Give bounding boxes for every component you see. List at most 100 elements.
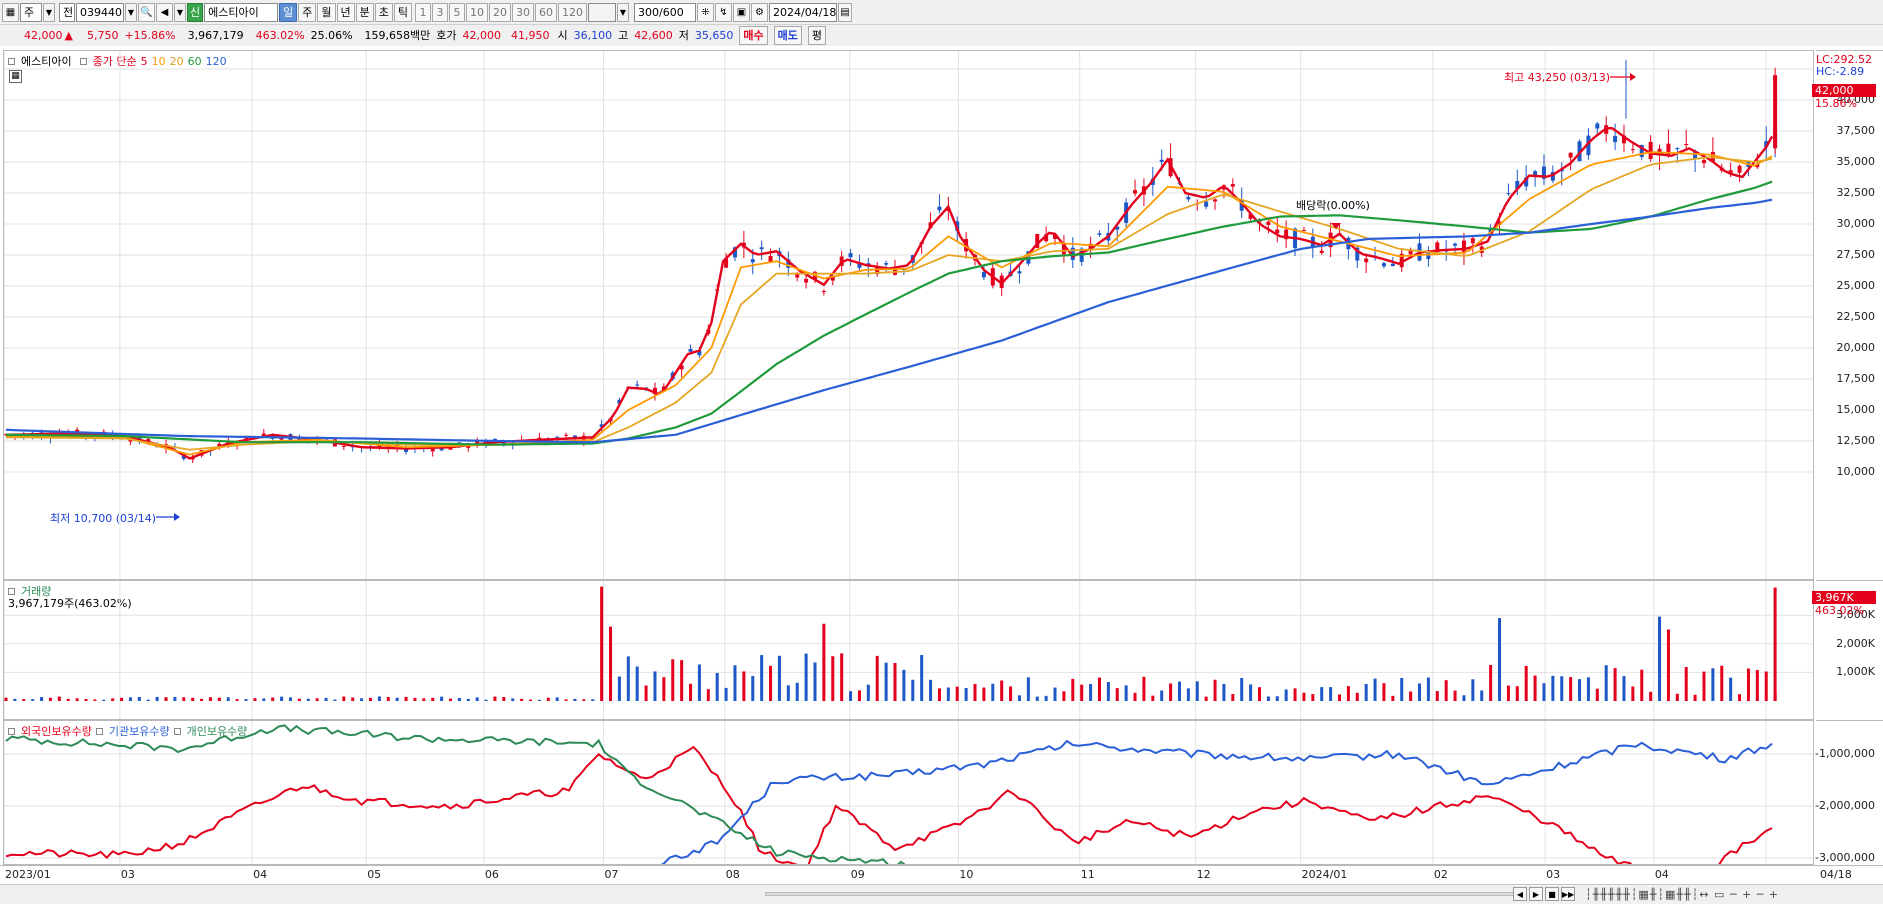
volume-bar [537, 699, 541, 701]
volume-bar [511, 698, 515, 701]
stop-icon[interactable]: ■ [1545, 887, 1559, 901]
stock-name-field[interactable]: 에스티아이 [204, 2, 279, 22]
period-dropdown-icon[interactable]: ▼ [43, 2, 55, 22]
volume-bar [244, 699, 248, 701]
horizontal-scrollbar[interactable] [765, 892, 1515, 896]
candle-body [1115, 226, 1120, 230]
period-button-tick[interactable]: 틱 [393, 2, 412, 22]
volume-bar [1755, 670, 1759, 701]
speaker-icon[interactable]: ◀ [156, 2, 173, 22]
interval-input[interactable] [588, 2, 616, 22]
period-button-second[interactable]: 초 [374, 2, 393, 22]
price-chart-pane[interactable]: 에스티아이 종가 단순 5 10 20 60 120 ▦ 최고 43, [3, 50, 1814, 580]
candle-body [1053, 234, 1058, 239]
date-field[interactable]: 2024/04/18 [769, 2, 837, 22]
interval-button-20[interactable]: 20 [489, 2, 511, 22]
candle-body [937, 206, 942, 211]
volume-bar [1284, 689, 1288, 701]
candle-body [1159, 159, 1164, 162]
candle-body [1470, 238, 1475, 244]
candle-body [1408, 250, 1413, 255]
speaker-dropdown-icon[interactable]: ▼ [174, 2, 186, 22]
volume-bar [680, 660, 684, 701]
volume-bar [1418, 683, 1422, 701]
volume-bar [866, 684, 870, 701]
volume-bar [529, 699, 533, 701]
count-field[interactable]: 300/600 [634, 2, 696, 22]
legend-ma60: 60 [187, 54, 202, 68]
time-axis-label: 03 [1546, 868, 1561, 881]
period-button-week[interactable]: 주 [298, 2, 317, 22]
calendar-icon[interactable]: ▤ [838, 2, 852, 22]
period-button-day[interactable]: 일 [279, 2, 298, 22]
volume-bar [1222, 683, 1226, 701]
link-icon[interactable]: ↯ [715, 2, 732, 22]
low-label: 저 [678, 29, 689, 42]
interval-button-120[interactable]: 120 [558, 2, 587, 22]
search-icon[interactable]: 🔍 [138, 2, 155, 22]
volume-tick-label: 2,000K [1836, 636, 1875, 650]
time-axis-label: 04 [253, 868, 268, 881]
high-annotation: 최고 43,250 (03/13) [1504, 71, 1611, 84]
scroll-left-icon[interactable]: ◀ [1513, 887, 1527, 901]
chart-tool-icons[interactable]: ┆╫╫╫╫╫┆▦╫┆▦╫╫┆↔ ▭ ─ + ─ + [1585, 888, 1780, 901]
volume-bar [351, 697, 355, 701]
dividend-annotation: 배당락(0.00%) [1296, 199, 1370, 212]
volume-tick-label: 3,000K [1836, 608, 1875, 622]
grid-toggle-icon[interactable]: ▦ [9, 70, 22, 83]
sell-button[interactable]: 매도 [773, 25, 802, 45]
high-label: 고 [618, 29, 629, 42]
time-axis-label: 07 [604, 868, 619, 881]
price-tick-label: 25,000 [1836, 279, 1876, 292]
interval-button-3[interactable]: 3 [432, 2, 448, 22]
volume-chart-svg [4, 581, 1813, 719]
flat-button[interactable]: 평 [807, 25, 827, 45]
volume-bar [1542, 683, 1546, 701]
holdings-tick-label: -2,000,000 [1815, 799, 1875, 812]
volume-bars [4, 586, 1777, 701]
chart-menu-icon[interactable]: ▦ [2, 2, 19, 22]
code-dropdown-icon[interactable]: ▼ [125, 2, 137, 22]
interval-button-1[interactable]: 1 [415, 2, 431, 22]
period-button-minute[interactable]: 분 [355, 2, 374, 22]
volume-bar [617, 676, 621, 701]
time-axis-label: 2024/01 [1301, 868, 1348, 881]
period-select[interactable]: 주 [20, 2, 42, 22]
crosshair-icon[interactable]: ⁜ [697, 2, 714, 22]
interval-button-10[interactable]: 10 [466, 2, 488, 22]
candle-body [1630, 149, 1635, 151]
volume-bar [973, 683, 977, 701]
candle-body [786, 259, 791, 268]
interval-button-30[interactable]: 30 [512, 2, 534, 22]
candle-body [1533, 171, 1538, 176]
volume-bar [457, 697, 461, 701]
interval-dropdown-icon[interactable]: ▼ [617, 2, 629, 22]
period-button-month[interactable]: 월 [317, 2, 336, 22]
market-select-value: 전 [63, 6, 74, 19]
scroll-right-icon[interactable]: ▶ [1529, 887, 1543, 901]
candle-body [181, 454, 186, 459]
period-button-year[interactable]: 년 [336, 2, 355, 22]
volume-bar [1195, 681, 1199, 701]
foreign-box-icon [8, 727, 15, 735]
volume-bar [75, 698, 79, 701]
market-select[interactable]: 전 [59, 2, 75, 22]
code-input[interactable]: 039440 [76, 2, 124, 22]
interval-button-5[interactable]: 5 [449, 2, 465, 22]
volume-bar [1738, 694, 1742, 701]
volume-pane[interactable]: 거래량 3,967,179주(463.02%) [3, 580, 1814, 720]
volume-bar [342, 696, 346, 701]
save-icon[interactable]: ▣ [733, 2, 750, 22]
candle-body [1284, 229, 1289, 240]
candle-body [795, 273, 800, 278]
legend-ma10: 10 [151, 54, 166, 68]
interval-button-60[interactable]: 60 [535, 2, 557, 22]
settings-icon[interactable]: ⚙ [751, 2, 768, 22]
candle-body [1275, 229, 1280, 234]
holdings-pane[interactable]: 외국인보유수량 기관보유수량 개인보유수량 [3, 720, 1814, 865]
candle-body [1621, 135, 1626, 144]
buy-button[interactable]: 매수 [739, 25, 768, 45]
candle-body [1488, 228, 1493, 234]
fast-forward-icon[interactable]: ▶▶ [1561, 887, 1575, 901]
volume-bar [1435, 691, 1439, 701]
